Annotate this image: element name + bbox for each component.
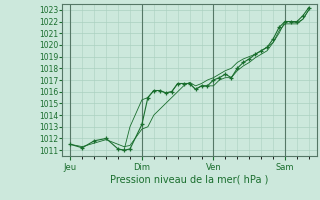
X-axis label: Pression niveau de la mer( hPa ): Pression niveau de la mer( hPa ): [110, 175, 269, 185]
